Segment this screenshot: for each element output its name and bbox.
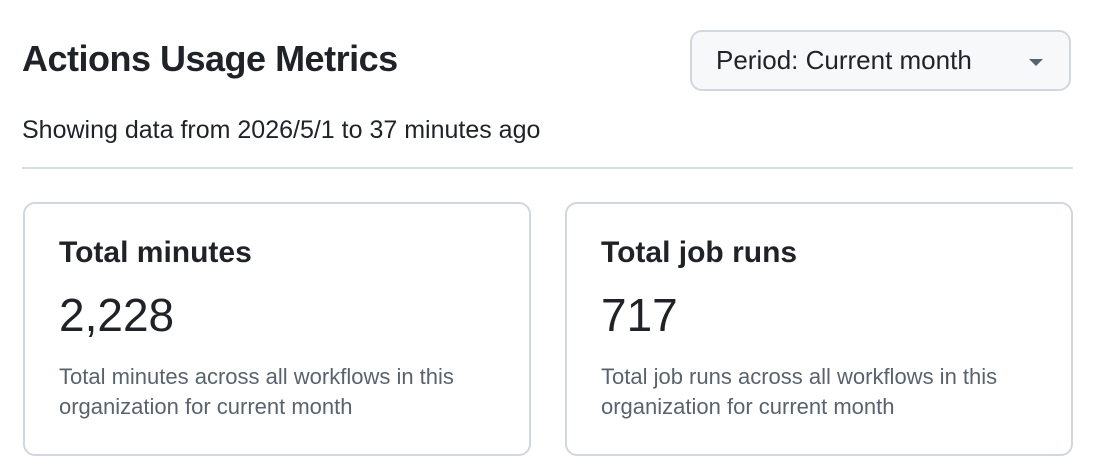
metric-card: Total job runs 717 Total job runs across… bbox=[565, 202, 1073, 456]
page-title: Actions Usage Metrics bbox=[22, 38, 398, 79]
period-button[interactable]: Period: Current month bbox=[690, 30, 1071, 91]
subtitle: Showing data from 2026/5/1 to 37 minutes… bbox=[22, 116, 541, 144]
card-description: Total job runs across all workflows in t… bbox=[601, 364, 998, 419]
metric-card: Total minutes 2,228 Total minutes across… bbox=[23, 202, 531, 456]
caret-icon bbox=[1029, 59, 1043, 66]
card-title: Total job runs bbox=[601, 236, 798, 269]
card-title: Total minutes bbox=[59, 236, 252, 269]
card-value: 2,228 bbox=[59, 289, 175, 341]
card-description: Total minutes across all workflows in th… bbox=[59, 364, 454, 419]
divider bbox=[22, 167, 1073, 169]
period-label: Period: Current month bbox=[716, 45, 972, 75]
card-value: 717 bbox=[601, 289, 678, 341]
